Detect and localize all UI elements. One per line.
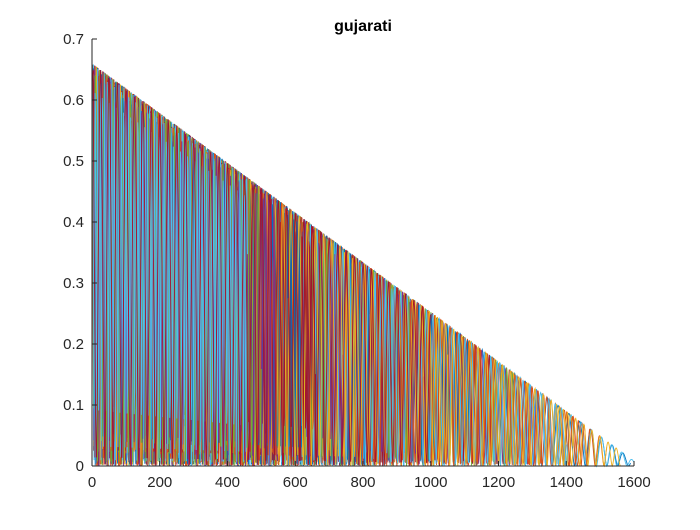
chart-title: gujarati [334,18,392,35]
x-tick-label: 800 [350,474,375,491]
x-tick-label: 200 [147,474,172,491]
y-tick-label: 0.4 [63,214,84,231]
y-tick-label: 0.6 [63,92,84,109]
y-tick-label: 0.1 [63,397,84,414]
y-ticks-group: 0 0.1 0.2 0.3 0.4 0.5 0.6 0.7 [63,31,97,475]
y-tick-label: 0.2 [63,336,84,353]
x-tick-label: 0 [88,474,96,491]
x-tick-label: 600 [283,474,308,491]
y-tick-label: 0.3 [63,275,84,292]
y-tick-label: 0 [76,458,84,475]
y-tick-label: 0.5 [63,153,84,170]
y-tick-label: 0.7 [63,31,84,48]
x-tick-label: 400 [215,474,240,491]
series-lines-group [91,63,635,468]
x-tick-label: 1400 [550,474,583,491]
x-tick-label: 1200 [482,474,515,491]
x-ticks-group: 0 200 400 600 800 1000 1200 1400 1600 [88,461,651,491]
x-tick-label: 1000 [414,474,447,491]
series-line-28 [91,63,431,466]
x-tick-label: 1600 [617,474,650,491]
